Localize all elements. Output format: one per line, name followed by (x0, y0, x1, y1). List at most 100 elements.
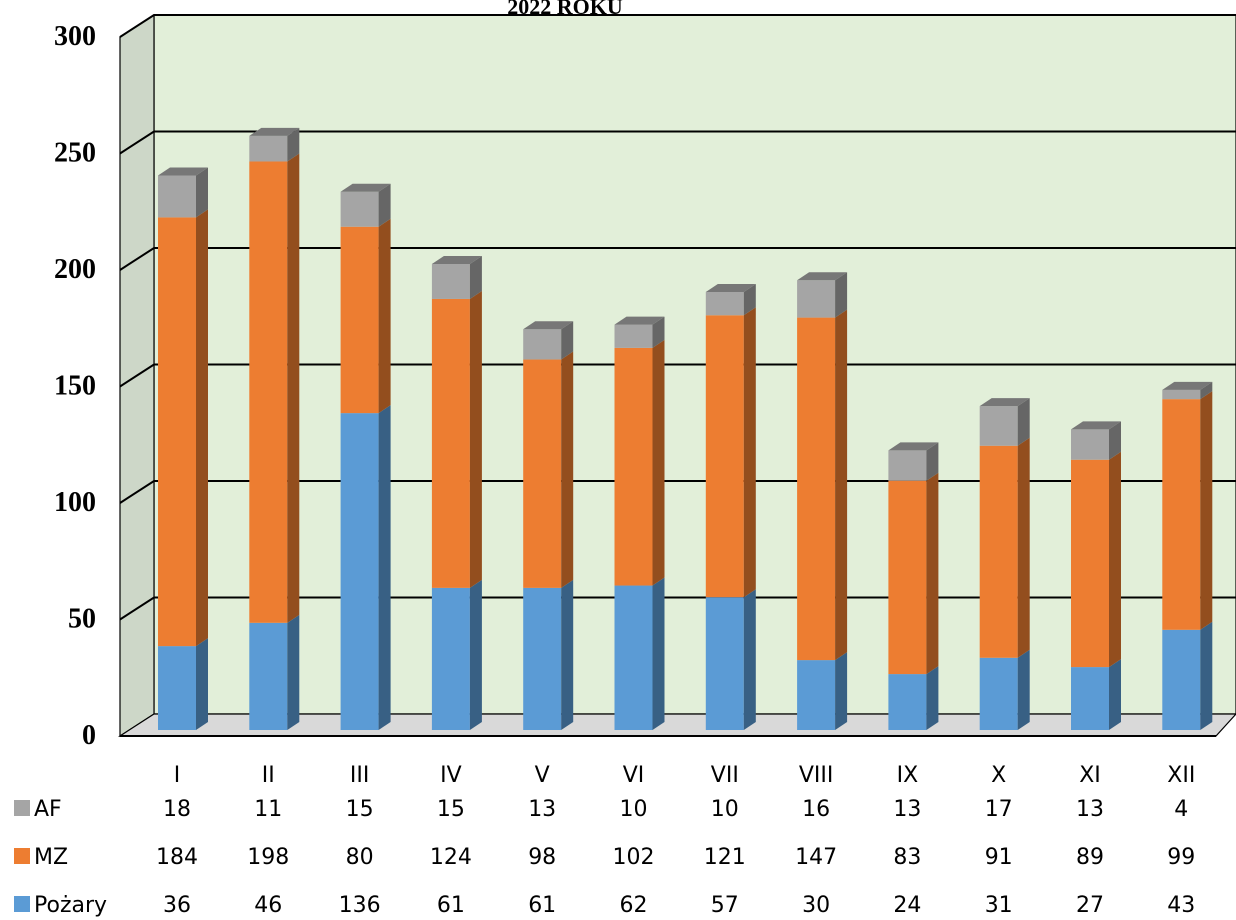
y-tick-label: 50 (68, 604, 96, 635)
bar-segment (888, 666, 939, 730)
bar-top (523, 321, 574, 330)
bar-front (797, 280, 836, 318)
bar-front (340, 413, 379, 730)
table-cell: 124 (430, 845, 472, 870)
table-cell: 11 (254, 797, 282, 822)
bar-side (287, 614, 300, 730)
bar-segment (1071, 659, 1121, 730)
table-cell: 16 (802, 797, 830, 822)
table-cell: 15 (437, 797, 465, 822)
bar-segment (340, 183, 391, 227)
table-row: AF 18 11 15 15 13 10 10 16 13 17 13 4 (14, 797, 1188, 822)
table-cell: 98 (528, 845, 556, 870)
bar-front (979, 445, 1018, 658)
bar-segment (797, 309, 848, 661)
table-cell: 121 (704, 845, 746, 870)
y-tick-label: 0 (82, 720, 96, 751)
bar-side (1109, 659, 1121, 730)
table-cell: 184 (156, 845, 198, 870)
table-cell: 31 (985, 893, 1013, 918)
bar-front (797, 317, 836, 661)
bar-side (561, 579, 574, 730)
bar-front (705, 315, 744, 598)
bar-front (340, 226, 379, 414)
gridline (119, 480, 1236, 504)
bar-side (652, 577, 665, 730)
table-cell: 99 (1167, 845, 1195, 870)
bar-side (378, 405, 391, 730)
bar-segment (705, 283, 756, 316)
bar-top (797, 272, 848, 281)
series-label: Pożary (34, 893, 107, 918)
bar-segment (614, 577, 665, 730)
table-cell: 15 (346, 797, 374, 822)
bar-front (979, 657, 1018, 730)
y-tick-label: 100 (54, 487, 96, 518)
bar-segment (340, 218, 391, 414)
table-cell: 147 (795, 845, 837, 870)
bar-side (1109, 421, 1121, 460)
bar-segment (249, 127, 300, 162)
bar-side (1017, 398, 1030, 446)
bar-front (249, 135, 288, 162)
bar-side (196, 638, 208, 730)
bar-side (287, 153, 300, 623)
table-row: Pożary 36 46 136 61 61 62 57 30 24 31 27 43 (14, 893, 1195, 918)
bar-front (431, 587, 470, 730)
x-tick-label: IV (440, 763, 462, 788)
bar-side (378, 183, 391, 227)
bar-front (431, 298, 470, 588)
table-cell: 13 (528, 797, 556, 822)
table-cell: 136 (339, 893, 381, 918)
bar-segment (888, 442, 939, 481)
legend-key (14, 800, 30, 816)
table-cell: 36 (163, 893, 191, 918)
bar-segment (614, 339, 665, 586)
table-cell: 61 (528, 893, 556, 918)
bar-front (158, 646, 196, 730)
bar-top (614, 316, 665, 325)
y-axis-tick-labels: 0 50 100 150 200 250 300 (54, 21, 96, 751)
bar-segment (1162, 381, 1213, 400)
bar-segment (158, 638, 208, 730)
bar-segment (705, 307, 756, 598)
bar-front (614, 324, 653, 348)
bar-top (431, 256, 482, 264)
chart-title: 2022 ROKU (507, 0, 623, 19)
bar-segment (523, 351, 574, 588)
table-cell: 30 (802, 893, 830, 918)
table-cell: 80 (346, 845, 374, 870)
series-label: AF (34, 797, 62, 822)
bar-front (888, 674, 927, 730)
bar-segment (431, 290, 482, 588)
bar-front (797, 660, 836, 730)
gridlines (119, 14, 1236, 621)
bar-side (378, 218, 391, 414)
table-cell: 4 (1174, 797, 1188, 822)
bar-front (1071, 459, 1109, 668)
gridline (119, 14, 1236, 38)
y-tick-label: 150 (54, 371, 96, 402)
table-cell: 24 (893, 893, 921, 918)
x-tick-label: VI (623, 763, 645, 788)
bar-side (743, 589, 756, 730)
table-cell: 10 (620, 797, 648, 822)
bar-top (1162, 381, 1213, 390)
bar-side (469, 290, 482, 588)
bar-front (340, 191, 379, 227)
y-tick-label: 300 (54, 21, 96, 52)
bar-front (1071, 429, 1109, 460)
bar-front (523, 587, 562, 730)
bar-front (979, 406, 1018, 446)
bar-side (1200, 391, 1213, 630)
gridline (119, 363, 1236, 388)
x-tick-label: IX (897, 763, 919, 788)
bar-segment (1162, 621, 1213, 730)
bar-segment (523, 579, 574, 730)
bar-side (835, 272, 848, 318)
bar-side (1017, 437, 1030, 658)
data-table: AF 18 11 15 15 13 10 10 16 13 17 13 4 MZ 184 198 80 124 98… (14, 797, 1195, 918)
table-cell: 57 (711, 893, 739, 918)
bar-side (1017, 649, 1030, 730)
